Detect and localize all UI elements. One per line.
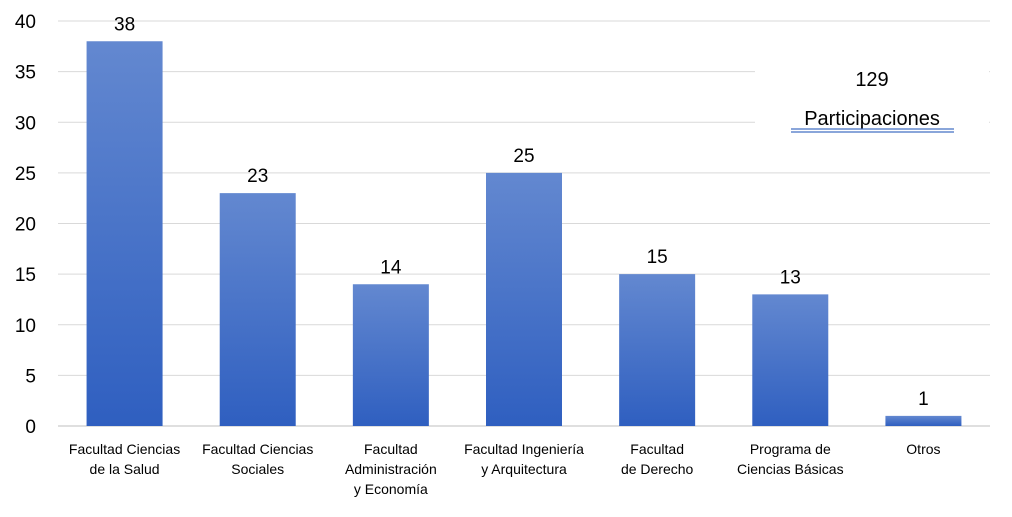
x-category-label: Otros (906, 441, 940, 457)
total-participations-label: Participaciones (804, 108, 940, 130)
y-tick-label: 25 (15, 164, 36, 185)
y-tick-label: 20 (15, 215, 36, 236)
y-tick-label: 30 (15, 113, 36, 134)
data-labels: 38 23 14 25 15 13 1 (114, 14, 929, 410)
x-category-label: Facultad Ingeniería y Arquitectura (464, 441, 584, 477)
total-annotation: 129 Participaciones (755, 58, 989, 148)
bar (219, 193, 296, 426)
y-tick-label: 10 (15, 316, 36, 337)
y-tick-label: 15 (15, 265, 36, 286)
bar (885, 415, 962, 426)
y-tick-label: 35 (15, 63, 36, 84)
annotation-background (755, 58, 989, 148)
bar (86, 41, 163, 426)
bar-value-label: 14 (380, 257, 402, 278)
bar (619, 274, 696, 426)
y-axis-ticks: 0 5 10 15 20 25 30 35 40 (15, 12, 36, 438)
x-category-label: Facultad de Derecho (621, 441, 694, 477)
bar (752, 294, 829, 426)
x-category-label: Facultad Administración y Economía (345, 441, 437, 497)
x-category-label: Facultad Ciencias Sociales (202, 441, 313, 477)
bar-value-label: 23 (247, 166, 268, 187)
x-category-label: Programa de Ciencias Básicas (737, 441, 844, 477)
category-labels: Facultad Ciencias de la Salud Facultad Cie… (69, 441, 941, 497)
total-participations-value: 129 (855, 69, 888, 91)
bar-value-label: 13 (780, 267, 801, 288)
bars (86, 41, 962, 426)
y-tick-label: 5 (25, 366, 36, 387)
bar (352, 284, 429, 426)
bar-value-label: 15 (647, 247, 668, 268)
y-tick-label: 40 (15, 12, 36, 33)
x-category-label: Facultad Ciencias de la Salud (69, 441, 180, 477)
bar (486, 172, 562, 426)
bar-value-label: 1 (918, 389, 929, 410)
bar-value-label: 25 (513, 146, 534, 167)
y-tick-label: 0 (25, 417, 36, 438)
bar-value-label: 38 (114, 14, 135, 35)
